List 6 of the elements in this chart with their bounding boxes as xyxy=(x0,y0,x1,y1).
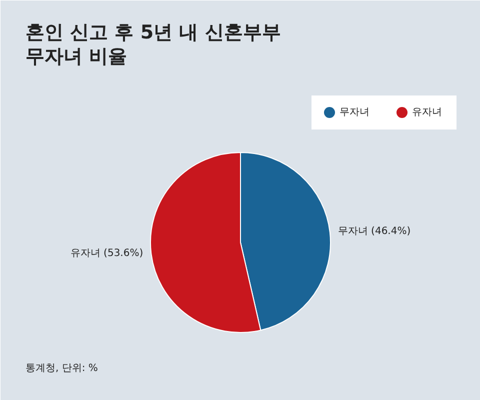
data-label: 무자녀 (46.4%) xyxy=(338,226,411,237)
legend-label: 유자녀 xyxy=(412,107,442,118)
text: 통계청, 단위: % xyxy=(26,363,98,374)
chart-title: 혼인 신고 후 5년 내 신혼부부 무자녀 비율 xyxy=(26,22,281,68)
data-label: 유자녀 (53.6%) xyxy=(70,248,144,260)
legend-label: 무자녀 xyxy=(340,107,370,118)
